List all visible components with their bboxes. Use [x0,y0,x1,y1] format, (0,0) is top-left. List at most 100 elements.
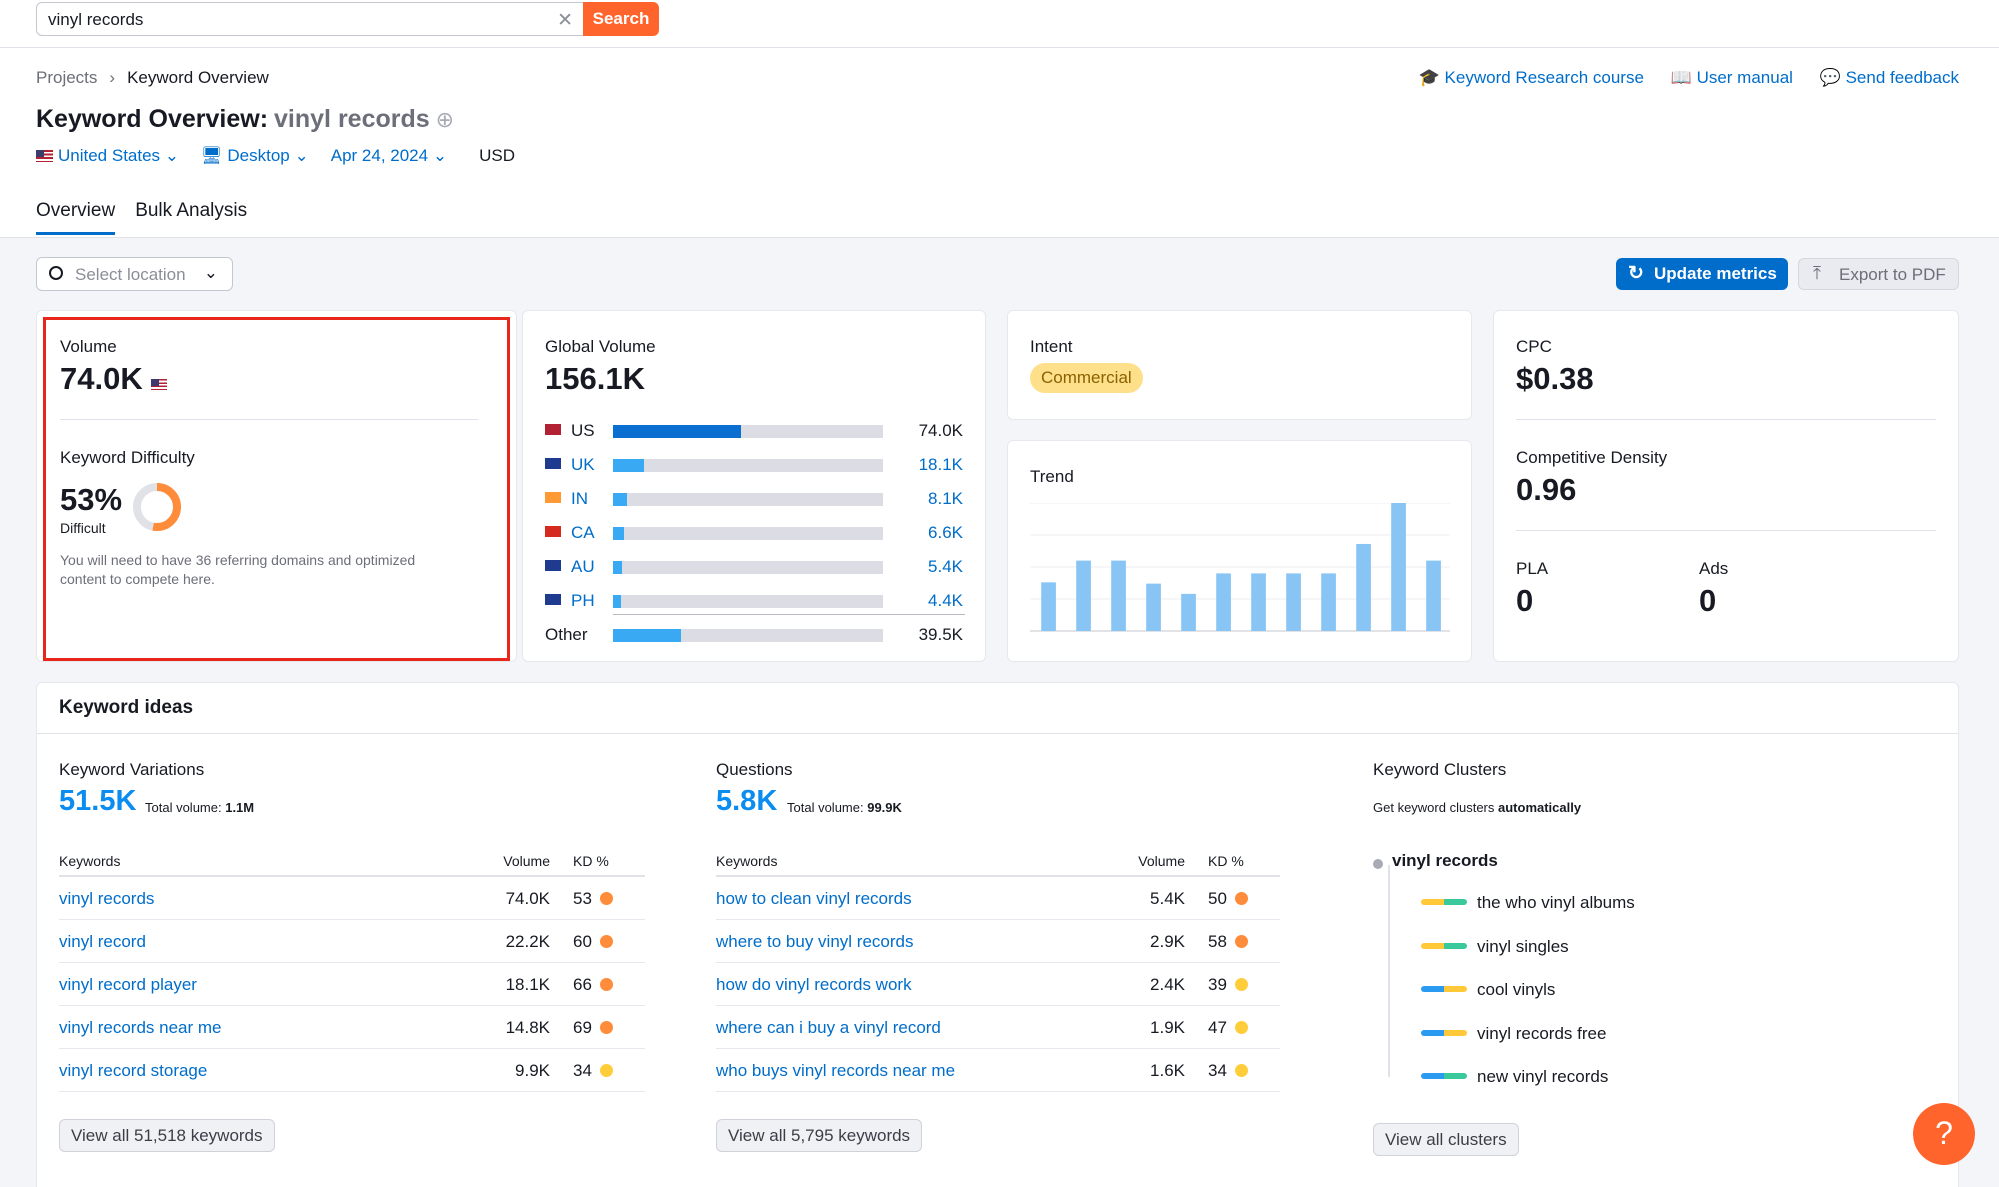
gv-bar-ph [613,595,621,608]
cluster-root[interactable]: vinyl records [1392,851,1498,870]
table-row: where to buy vinyl records 2.9K 58 [716,920,1280,963]
trend-bar[interactable] [1426,560,1441,631]
questions-count[interactable]: 5.8K [716,785,778,817]
add-circle-icon[interactable]: ⊕ [435,107,455,132]
table-header: Keywords Volume KD % [716,843,1280,877]
keyword-link[interactable]: who buys vinyl records near me [716,1061,956,1080]
send-feedback-link[interactable]: 💬 Send feedback [1819,68,1959,87]
date-select[interactable]: Apr 24, 2024 ⌄ [330,146,448,165]
keyword-volume: 18.1K [505,975,550,994]
keyword-link[interactable]: vinyl record storage [59,1061,208,1080]
breadcrumb-current: Keyword Overview [127,68,269,87]
export-pdf-button[interactable]: ⤒ Export to PDF [1798,258,1959,290]
questions-total: Total volume: 99.9K [787,800,902,815]
keyword-volume: 1.6K [1150,1061,1185,1080]
kd-note: You will need to have 36 referring domai… [60,552,416,587]
view-all-clusters-button[interactable]: View all clusters [1373,1123,1519,1156]
gv-country-code[interactable]: IN [571,489,588,508]
gv-value[interactable]: 18.1K [918,455,963,474]
keyword-link[interactable]: where to buy vinyl records [716,932,914,951]
trend-bar[interactable] [1041,582,1056,631]
gv-bar-us [613,425,741,438]
trend-bar[interactable] [1391,503,1406,631]
cluster-item[interactable]: new vinyl records [1421,1067,1608,1087]
cluster-item[interactable]: vinyl records free [1421,1024,1606,1044]
cd-value: 0.96 [1516,472,1577,507]
clear-icon[interactable]: ✕ [557,10,573,31]
cluster-color-bar [1421,1029,1467,1036]
title-keyword: vinyl records [274,105,430,133]
keyword-volume: 22.2K [505,932,550,951]
intent-card: Intent Commercial [1007,310,1472,420]
kd-dot-icon [599,978,613,991]
divider [613,614,965,615]
trend-bar[interactable] [1111,560,1126,631]
gv-value[interactable]: 4.4K [928,591,963,610]
trend-bar[interactable] [1321,573,1336,631]
gv-value[interactable]: 8.1K [928,489,963,508]
tab-bulk-analysis[interactable]: Bulk Analysis [135,200,248,221]
keyword-link[interactable]: vinyl record [59,932,146,951]
keyword-ideas-panel: Keyword ideas Keyword Variations 51.5K T… [36,682,1959,1187]
comment-icon: 💬 [1819,68,1841,87]
keyword-link[interactable]: vinyl records near me [59,1018,222,1037]
keyword-kd: 50 [1208,889,1258,909]
user-manual-link[interactable]: 📖 User manual [1670,68,1793,87]
volume-label: Volume [60,337,117,356]
gv-country-code[interactable]: AU [571,557,595,576]
country-select[interactable]: United States ⌄ [36,146,179,166]
table-row: how do vinyl records work 2.4K 39 [716,963,1280,1006]
kd-dot-icon [599,1021,613,1034]
view-all-variations-button[interactable]: View all 51,518 keywords [59,1119,275,1152]
trend-bar[interactable] [1216,573,1231,631]
keyword-kd: 53 [573,889,623,909]
update-metrics-button[interactable]: ↻ Update metrics [1616,258,1788,290]
gv-country-code[interactable]: UK [571,455,595,474]
keyword-link[interactable]: how to clean vinyl records [716,889,912,908]
cluster-item[interactable]: vinyl singles [1421,937,1569,957]
search-input-value[interactable]: vinyl records [48,10,144,29]
device-select[interactable]: 🖥 Desktop ⌄ [201,146,309,165]
view-all-questions-button[interactable]: View all 5,795 keywords [716,1119,923,1152]
keyword-link[interactable]: how do vinyl records work [716,975,912,994]
desktop-icon: 🖥 [201,146,223,165]
trend-card: Trend [1007,440,1472,662]
search-button[interactable]: Search [583,2,659,36]
us-flag-icon [545,424,561,435]
trend-bar[interactable] [1076,560,1091,631]
gv-value[interactable]: 5.4K [928,557,963,576]
trend-bar[interactable] [1251,573,1266,631]
divider [60,419,478,420]
keyword-link[interactable]: where can i buy a vinyl record [716,1018,941,1037]
questions-table: Keywords Volume KD % how to clean vinyl rec… [694,843,1280,1092]
gv-country-code[interactable]: PH [571,591,595,610]
gv-value[interactable]: 6.6K [928,523,963,542]
gv-country-code[interactable]: CA [571,523,595,542]
search-input[interactable]: vinyl records ✕ [36,2,584,36]
keyword-link[interactable]: vinyl record player [59,975,197,994]
variations-title: Keyword Variations [59,760,205,779]
variations-count[interactable]: 51.5K [59,785,137,817]
gv-row-us: US 74.0K [545,421,963,441]
trend-bar[interactable] [1146,583,1161,631]
gv-value: 74.0K [918,421,963,440]
cd-label: Competitive Density [1516,448,1668,467]
gv-bar-ca [613,527,625,540]
tab-overview[interactable]: Overview [36,200,116,235]
trend-bar[interactable] [1286,573,1301,631]
breadcrumb-projects[interactable]: Projects [36,68,98,87]
cluster-item[interactable]: the who vinyl albums [1421,893,1635,913]
trend-bar[interactable] [1356,543,1371,631]
cluster-item[interactable]: cool vinyls [1421,980,1555,1000]
trend-label: Trend [1030,467,1074,486]
keyword-kd: 58 [1208,932,1258,952]
location-select[interactable]: Select location ⌄ [36,257,233,291]
keyword-link[interactable]: vinyl records [59,889,155,908]
trend-bar[interactable] [1181,593,1196,631]
keyword-volume: 2.4K [1150,975,1185,994]
chevron-down-icon: ⌄ [164,146,180,165]
keyword-research-course-link[interactable]: 🎓 Keyword Research course [1418,68,1644,87]
divider [1516,530,1936,531]
help-button[interactable]: ? [1913,1103,1975,1165]
keyword-kd: 47 [1208,1018,1258,1038]
